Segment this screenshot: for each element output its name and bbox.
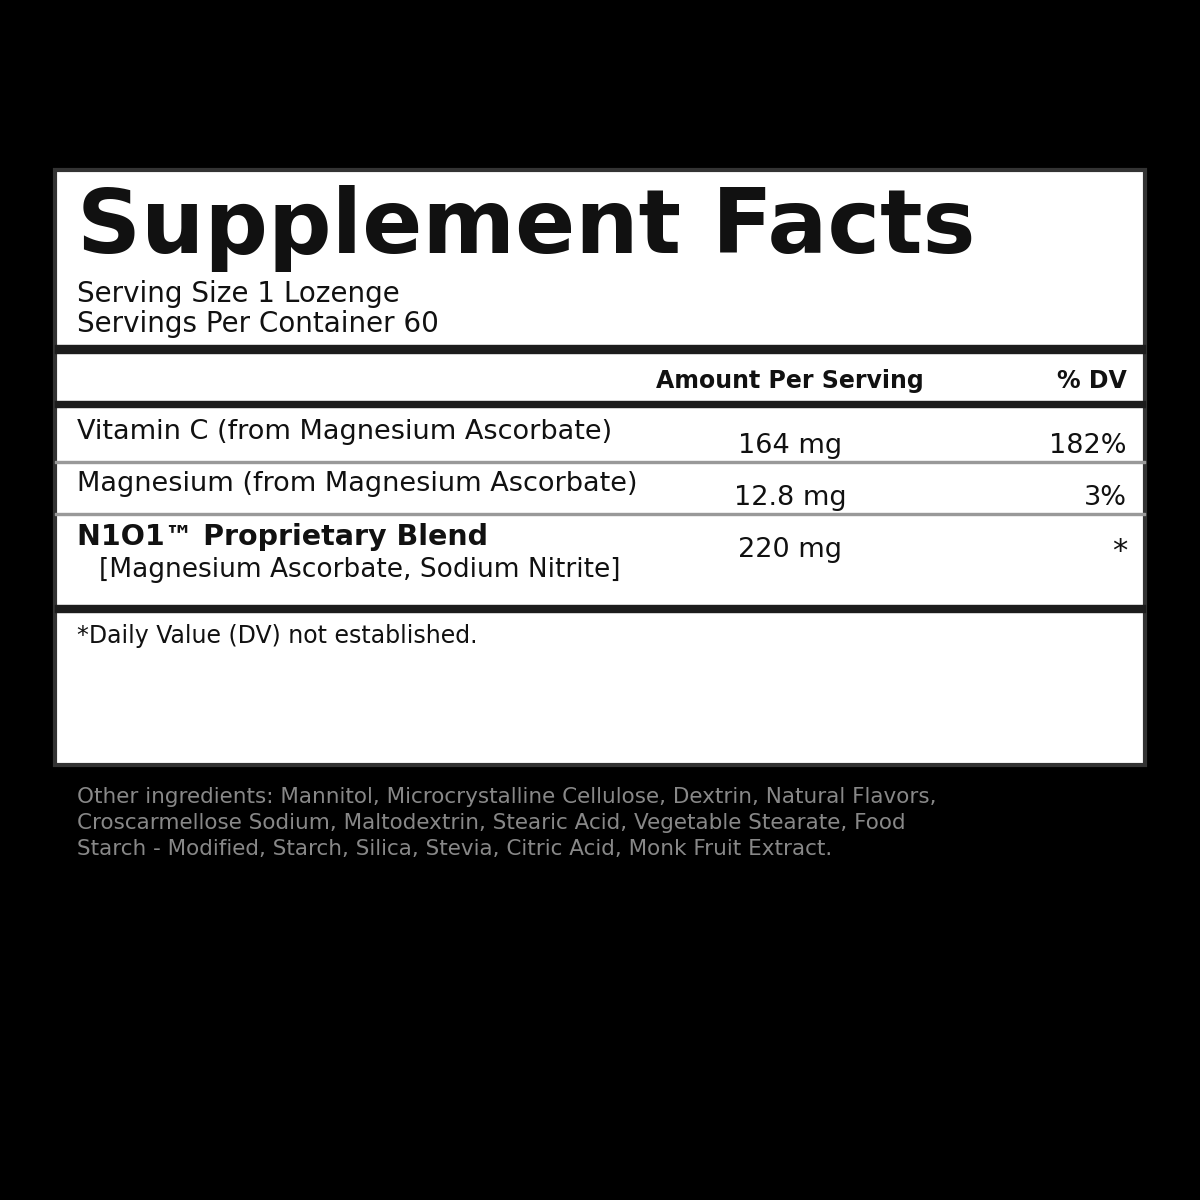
Text: 12.8 mg: 12.8 mg: [733, 485, 846, 511]
Text: 3%: 3%: [1084, 485, 1127, 511]
Text: Starch - Modified, Starch, Silica, Stevia, Citric Acid, Monk Fruit Extract.: Starch - Modified, Starch, Silica, Stevi…: [77, 839, 833, 859]
Bar: [55, 170, 1145, 766]
Text: [Magnesium Ascorbate, Sodium Nitrite]: [Magnesium Ascorbate, Sodium Nitrite]: [98, 557, 620, 583]
Text: *Daily Value (DV) not established.: *Daily Value (DV) not established.: [77, 624, 478, 648]
Text: N1O1™ Proprietary Blend: N1O1™ Proprietary Blend: [77, 523, 488, 551]
Text: Servings Per Container 60: Servings Per Container 60: [77, 310, 439, 338]
Text: Other ingredients: Mannitol, Microcrystalline Cellulose, Dextrin, Natural Flavor: Other ingredients: Mannitol, Microcrysta…: [77, 787, 936, 806]
Text: Magnesium (from Magnesium Ascorbate): Magnesium (from Magnesium Ascorbate): [77, 470, 637, 497]
Text: % DV: % DV: [1057, 370, 1127, 392]
Text: *: *: [1111, 538, 1127, 566]
Text: 220 mg: 220 mg: [738, 538, 842, 563]
Text: Amount Per Serving: Amount Per Serving: [656, 370, 924, 392]
Text: Serving Size 1 Lozenge: Serving Size 1 Lozenge: [77, 280, 400, 308]
Text: 182%: 182%: [1050, 433, 1127, 458]
Text: Vitamin C (from Magnesium Ascorbate): Vitamin C (from Magnesium Ascorbate): [77, 419, 612, 445]
Text: 164 mg: 164 mg: [738, 433, 842, 458]
Text: Supplement Facts: Supplement Facts: [77, 185, 976, 272]
Text: Croscarmellose Sodium, Maltodextrin, Stearic Acid, Vegetable Stearate, Food: Croscarmellose Sodium, Maltodextrin, Ste…: [77, 814, 906, 833]
